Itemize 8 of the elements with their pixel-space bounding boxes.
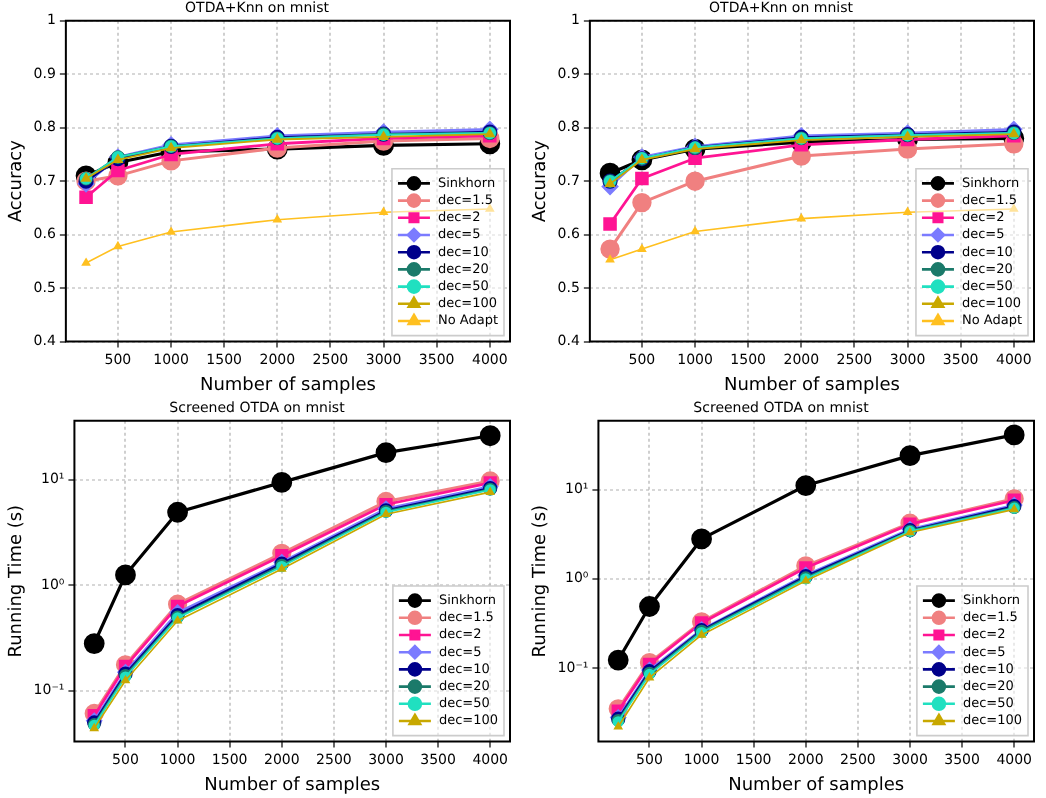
y-axis-title: Accuracy: [531, 138, 552, 223]
y-axis-title: Accuracy: [7, 138, 28, 223]
y-axis-title: Running Time (s): [531, 504, 552, 658]
x-axis-title: Number of samples: [199, 375, 377, 396]
x-axis-title: Number of samples: [204, 775, 381, 796]
y-axis-title: Running Time (s): [7, 504, 28, 658]
x-axis-title: Number of samples: [723, 375, 901, 396]
x-axis-title: Number of samples: [728, 775, 905, 796]
